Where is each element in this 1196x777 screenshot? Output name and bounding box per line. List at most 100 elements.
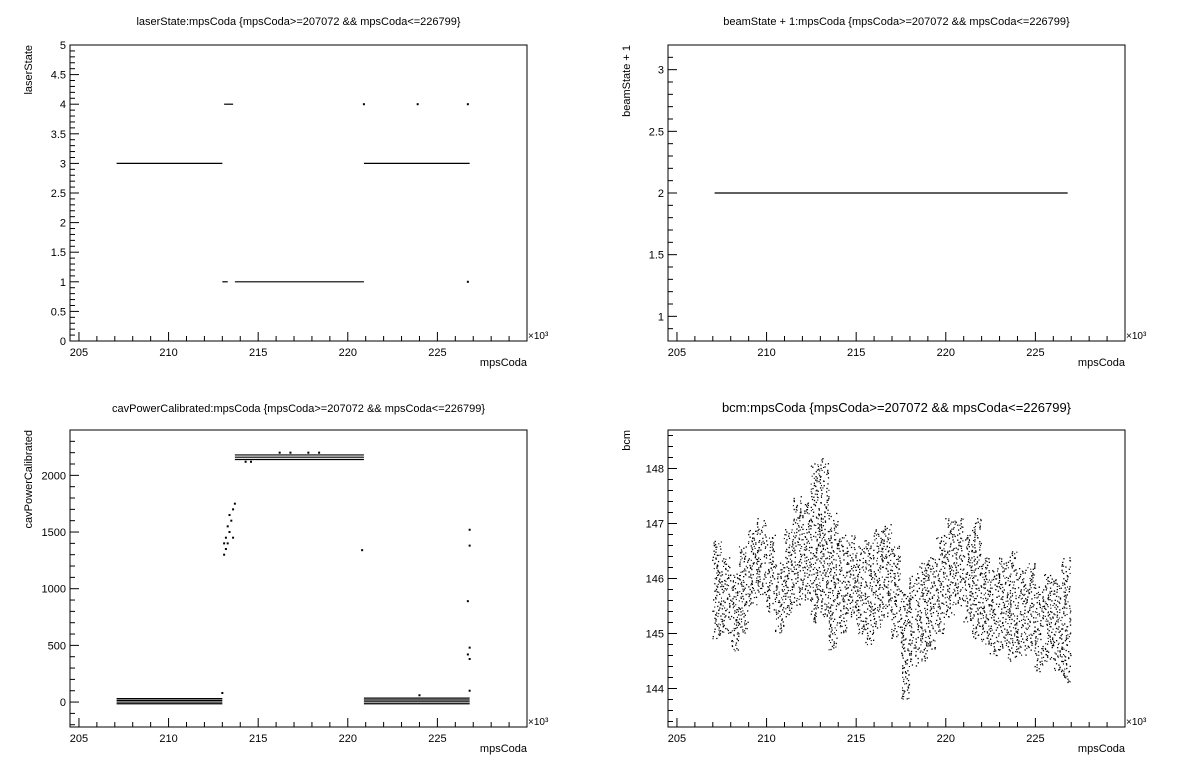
data-point (984, 562, 986, 564)
data-point (891, 611, 893, 613)
data-point (719, 607, 721, 609)
data-point (796, 506, 798, 508)
data-point (1016, 622, 1018, 624)
data-point (744, 557, 746, 559)
data-point (1059, 637, 1061, 639)
data-point (793, 520, 795, 522)
data-point (742, 610, 744, 612)
data-point (1030, 649, 1032, 651)
data-point (818, 584, 820, 587)
data-point (751, 548, 754, 551)
data-point (1000, 641, 1002, 643)
data-point (916, 590, 919, 593)
data-point (856, 610, 858, 612)
data-point (1054, 599, 1056, 602)
data-point (976, 631, 978, 633)
data-point (1023, 595, 1025, 597)
data-point (834, 539, 837, 541)
data-point (901, 617, 903, 620)
data-point (950, 544, 952, 546)
data-point (857, 578, 859, 580)
data-point (984, 566, 987, 569)
data-point (1047, 628, 1049, 630)
data-point (803, 566, 806, 568)
data-point (994, 622, 996, 624)
data-point (816, 517, 818, 519)
data-point (972, 580, 974, 582)
data-point (887, 576, 889, 579)
data-point (949, 596, 951, 598)
data-point (887, 561, 889, 564)
data-point (787, 577, 790, 580)
data-point (818, 567, 821, 569)
data-point (828, 620, 831, 622)
data-point (839, 557, 841, 559)
x-tick-label: 220 (937, 347, 955, 359)
data-point (788, 605, 790, 607)
data-point (852, 609, 854, 611)
data-point (735, 604, 737, 606)
data-point (824, 511, 826, 513)
data-point (1022, 579, 1024, 581)
data-point (873, 558, 875, 560)
data-point (1019, 576, 1021, 578)
data-point (957, 600, 959, 602)
data-point (817, 523, 819, 525)
data-point (1059, 609, 1061, 611)
data-point (862, 626, 864, 628)
data-point (1021, 597, 1023, 599)
data-point (872, 542, 874, 544)
data-point (815, 615, 817, 618)
data-point (877, 595, 879, 597)
data-point (995, 603, 998, 605)
data-point (953, 588, 955, 590)
data-point (793, 593, 795, 595)
data-band (783, 529, 794, 618)
data-point (959, 590, 961, 592)
data-point (1030, 633, 1032, 635)
data-point (904, 627, 906, 630)
data-point (894, 583, 896, 585)
data-point (737, 649, 739, 651)
data-point (759, 533, 761, 535)
data-point (856, 618, 858, 620)
data-point (836, 637, 838, 639)
data-band (729, 573, 740, 652)
data-point (998, 575, 1001, 577)
data-point (924, 601, 926, 603)
data-point (810, 533, 812, 536)
data-point (817, 464, 819, 466)
data-point (814, 620, 817, 622)
data-point (998, 577, 1001, 579)
data-point (800, 579, 802, 581)
data-point (714, 596, 717, 599)
data-point (832, 550, 834, 552)
data-point (979, 528, 981, 530)
data-point (943, 556, 945, 559)
data-point (869, 548, 871, 550)
data-point (883, 540, 885, 542)
data-point (731, 630, 733, 632)
data-point (831, 613, 833, 615)
data-point (1052, 638, 1054, 641)
data-point (1047, 583, 1049, 585)
data-point (937, 595, 939, 597)
data-point (837, 524, 839, 526)
data-point (827, 472, 830, 475)
data-point (781, 569, 783, 571)
data-point (883, 606, 885, 608)
data-point (923, 574, 926, 576)
data-point (1052, 640, 1055, 642)
data-point (812, 487, 814, 490)
data-point (907, 595, 909, 598)
data-point (901, 640, 903, 642)
data-point (859, 559, 861, 562)
x-tick-label: 215 (249, 733, 267, 745)
data-point (1024, 606, 1026, 608)
data-point (957, 524, 959, 526)
data-point (1047, 640, 1050, 643)
data-point (841, 569, 843, 571)
data-point (812, 563, 815, 566)
data-point (998, 573, 1000, 575)
data-point (966, 564, 969, 566)
